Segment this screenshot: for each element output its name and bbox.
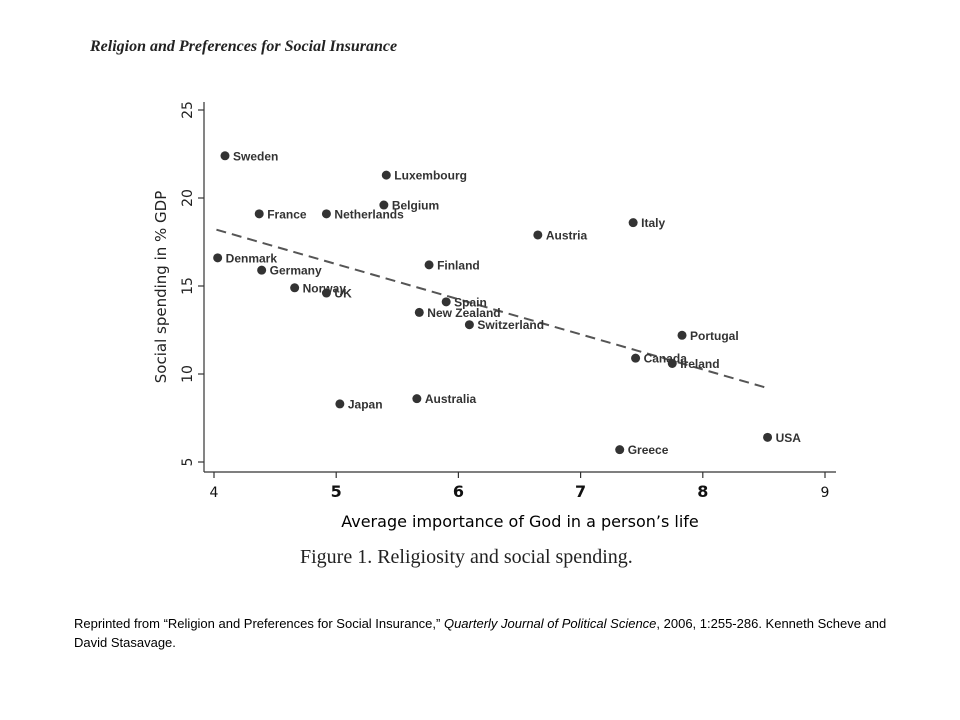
citation-journal: Quarterly Journal of Political Science	[443, 616, 657, 631]
point-label-greece: Greece	[628, 443, 669, 457]
point-label-italy: Italy	[641, 216, 665, 230]
point-netherlands	[321, 209, 331, 219]
point-label-spain: Spain	[454, 295, 487, 309]
point-portugal	[677, 330, 687, 340]
point-norway	[290, 283, 300, 293]
point-italy	[628, 218, 638, 228]
point-denmark	[213, 253, 223, 263]
point-finland	[424, 260, 434, 270]
point-label-belgium: Belgium	[392, 199, 439, 213]
axes-layer: 4 5 6 7 8 9 5 10 15 20 25	[180, 101, 836, 501]
x-tick-label: 4	[210, 485, 219, 501]
points-layer: Sweden Luxembourg Belgium France Netherlands…	[213, 149, 801, 457]
point-austria	[533, 230, 543, 240]
y-tick-label: 10	[180, 365, 196, 383]
point-germany	[257, 265, 267, 275]
point-new-zealand	[414, 307, 424, 317]
point-sweden	[220, 151, 230, 161]
point-spain	[441, 297, 451, 307]
point-label-denmark: Denmark	[226, 251, 278, 265]
point-usa	[763, 432, 773, 442]
y-tick-label: 25	[180, 101, 196, 119]
point-japan	[335, 399, 345, 409]
point-label-netherlands: Netherlands	[334, 207, 404, 221]
point-label-australia: Australia	[425, 392, 477, 406]
point-label-germany: Germany	[270, 264, 322, 278]
point-label-france: France	[267, 207, 307, 221]
citation-prefix: Reprinted from “Religion and Preferences…	[74, 616, 444, 631]
citation-suffix: , 2006, 1:255-286. Kenneth Scheve and Da…	[74, 616, 887, 650]
x-axis-label: Average importance of God in a person’s …	[341, 512, 699, 531]
point-label-sweden: Sweden	[233, 149, 278, 163]
x-tick-label: 5	[331, 482, 342, 501]
figure-caption: Figure 1. Religiosity and social spendin…	[300, 546, 633, 568]
point-label-finland: Finland	[437, 258, 480, 272]
y-tick-label: 20	[180, 189, 196, 207]
point-ireland	[667, 358, 677, 368]
point-france	[254, 209, 264, 219]
point-canada	[631, 353, 641, 363]
point-label-norway: Norway	[303, 281, 347, 295]
point-uk	[321, 288, 331, 298]
point-label-luxembourg: Luxembourg	[394, 169, 467, 183]
x-tick-label: 7	[575, 482, 586, 501]
citation-text: Reprinted from “Religion and Preferences…	[74, 614, 904, 652]
point-greece	[615, 445, 625, 455]
x-tick-label: 9	[821, 485, 830, 501]
x-tick-label: 6	[453, 482, 464, 501]
point-label-portugal: Portugal	[690, 329, 739, 343]
point-luxembourg	[381, 170, 391, 180]
point-label-usa: USA	[776, 431, 802, 445]
y-axis-label: Social spending in % GDP	[152, 191, 170, 383]
x-tick-label: 8	[697, 482, 708, 501]
page-header: Religion and Preferences for Social Insu…	[90, 38, 398, 55]
point-label-new-zealand: New Zealand	[427, 306, 500, 320]
y-tick-label: 5	[180, 458, 196, 467]
point-label-switzerland: Switzerland	[477, 318, 544, 332]
y-tick-label: 15	[180, 277, 196, 295]
point-label-japan: Japan	[348, 397, 383, 411]
point-switzerland	[464, 320, 474, 330]
point-australia	[412, 394, 422, 404]
point-label-ireland: Ireland	[680, 357, 719, 371]
point-belgium	[379, 200, 389, 210]
point-label-uk: UK	[334, 287, 352, 301]
point-label-austria: Austria	[546, 228, 588, 242]
